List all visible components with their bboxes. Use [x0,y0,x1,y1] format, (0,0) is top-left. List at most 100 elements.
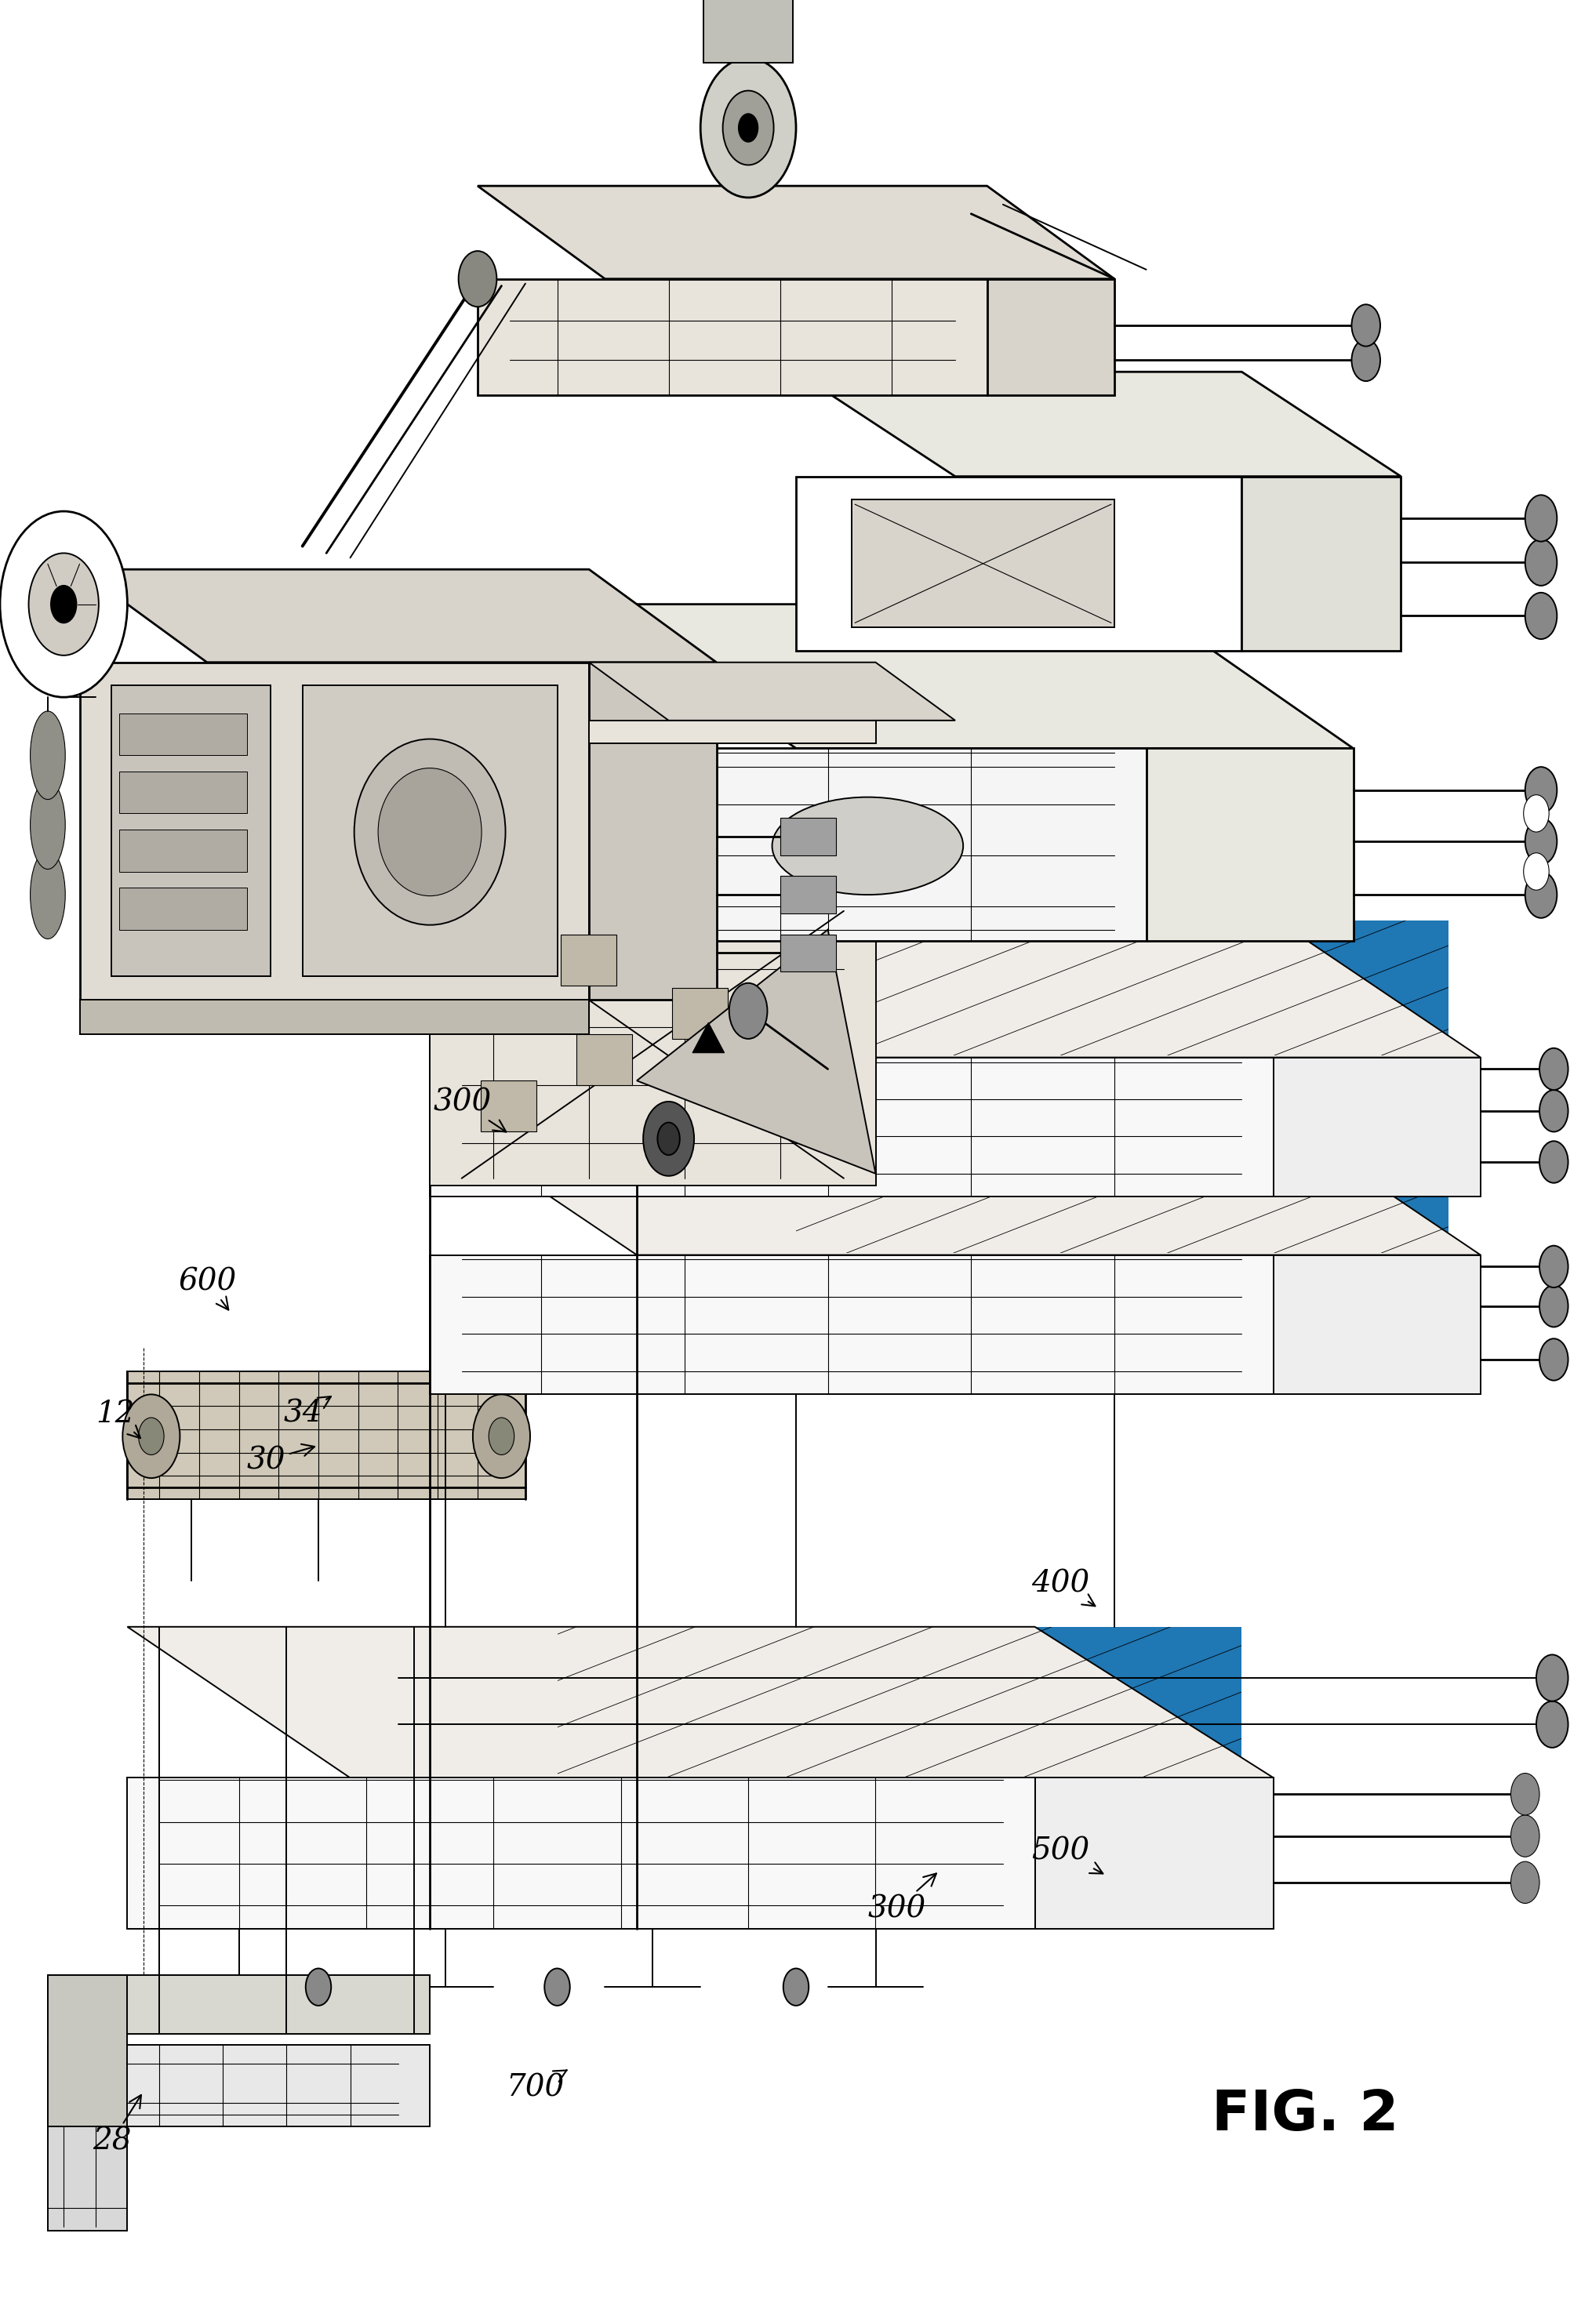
Circle shape [1539,1141,1568,1183]
Polygon shape [48,1975,430,2034]
Polygon shape [111,686,271,976]
Circle shape [1525,767,1557,813]
Circle shape [723,91,774,165]
Polygon shape [430,906,876,1185]
Bar [780,934,836,971]
Circle shape [729,983,767,1039]
Text: 300: 300 [868,1873,936,1924]
Ellipse shape [30,711,65,799]
Polygon shape [48,1975,127,2126]
Circle shape [1524,795,1549,832]
Circle shape [458,251,497,307]
Ellipse shape [30,781,65,869]
Polygon shape [48,2126,127,2231]
Text: 500: 500 [1032,1836,1103,1873]
Polygon shape [589,604,1353,748]
Circle shape [123,1394,180,1478]
Circle shape [1539,1246,1568,1287]
Polygon shape [1035,1783,1258,1924]
Polygon shape [80,569,716,662]
Circle shape [1539,1285,1568,1327]
Polygon shape [637,930,876,1174]
Polygon shape [796,372,1401,476]
Circle shape [1525,872,1557,918]
Polygon shape [430,1255,1274,1394]
Bar [119,888,247,930]
Text: 300: 300 [433,1088,506,1132]
Bar [704,0,793,63]
Circle shape [1524,853,1549,890]
Circle shape [1352,304,1380,346]
Text: 700: 700 [506,2071,567,2103]
Circle shape [29,553,99,655]
Circle shape [1536,1701,1568,1748]
Polygon shape [48,2045,430,2126]
Circle shape [1539,1048,1568,1090]
Bar [576,1034,632,1085]
Circle shape [1539,1090,1568,1132]
Circle shape [1511,1862,1539,1903]
Polygon shape [1146,748,1353,941]
Polygon shape [302,686,557,976]
Circle shape [739,114,758,142]
Circle shape [473,1394,530,1478]
Bar [780,818,836,855]
Polygon shape [557,1627,1242,1778]
Polygon shape [1035,1783,1258,1924]
Circle shape [700,58,796,198]
Polygon shape [1274,1257,1465,1392]
Polygon shape [478,186,1114,279]
Circle shape [306,1968,331,2006]
Circle shape [1525,495,1557,541]
Ellipse shape [30,851,65,939]
Polygon shape [430,1057,1274,1197]
Circle shape [643,1102,694,1176]
Polygon shape [796,920,1449,1055]
Polygon shape [80,662,589,999]
Circle shape [1525,593,1557,639]
Polygon shape [80,999,589,1034]
Polygon shape [430,1116,1481,1255]
Circle shape [139,1418,164,1455]
Polygon shape [796,1118,1449,1253]
Bar [119,830,247,872]
Polygon shape [589,662,716,999]
Polygon shape [1242,476,1401,651]
Circle shape [657,1122,680,1155]
Text: 400: 400 [1032,1569,1095,1606]
Polygon shape [589,662,955,720]
Circle shape [1511,1815,1539,1857]
Text: FIG. 2: FIG. 2 [1212,2087,1399,2143]
Circle shape [1511,1773,1539,1815]
Circle shape [783,1968,809,2006]
Polygon shape [430,918,1481,1057]
Polygon shape [127,1371,525,1499]
Polygon shape [478,279,987,395]
Bar [481,1081,537,1132]
Text: 34: 34 [283,1397,331,1429]
Bar [119,772,247,813]
Ellipse shape [379,767,481,895]
Polygon shape [589,748,1146,941]
Polygon shape [1274,1060,1465,1195]
Circle shape [1539,1339,1568,1380]
Polygon shape [796,476,1242,651]
Ellipse shape [353,739,505,925]
Text: 12: 12 [96,1399,140,1439]
Polygon shape [127,1778,1035,1929]
Circle shape [51,586,76,623]
Text: 600: 600 [178,1267,237,1311]
Polygon shape [693,1023,724,1053]
Polygon shape [1274,1060,1465,1195]
Circle shape [0,511,127,697]
Circle shape [489,1418,514,1455]
Polygon shape [987,279,1114,395]
Circle shape [1536,1655,1568,1701]
Bar [780,876,836,913]
Polygon shape [127,1627,1274,1778]
Polygon shape [796,920,1449,1055]
Polygon shape [1274,1257,1465,1392]
Polygon shape [1035,1778,1274,1929]
Circle shape [1525,818,1557,865]
Polygon shape [1274,1255,1481,1394]
